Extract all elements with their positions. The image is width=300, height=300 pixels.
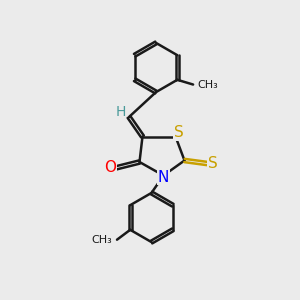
Text: S: S	[208, 156, 217, 171]
Text: S: S	[174, 125, 184, 140]
Text: N: N	[158, 169, 169, 184]
Text: O: O	[104, 160, 116, 175]
Text: CH₃: CH₃	[92, 235, 112, 245]
Text: CH₃: CH₃	[198, 80, 218, 89]
Text: H: H	[116, 105, 126, 118]
